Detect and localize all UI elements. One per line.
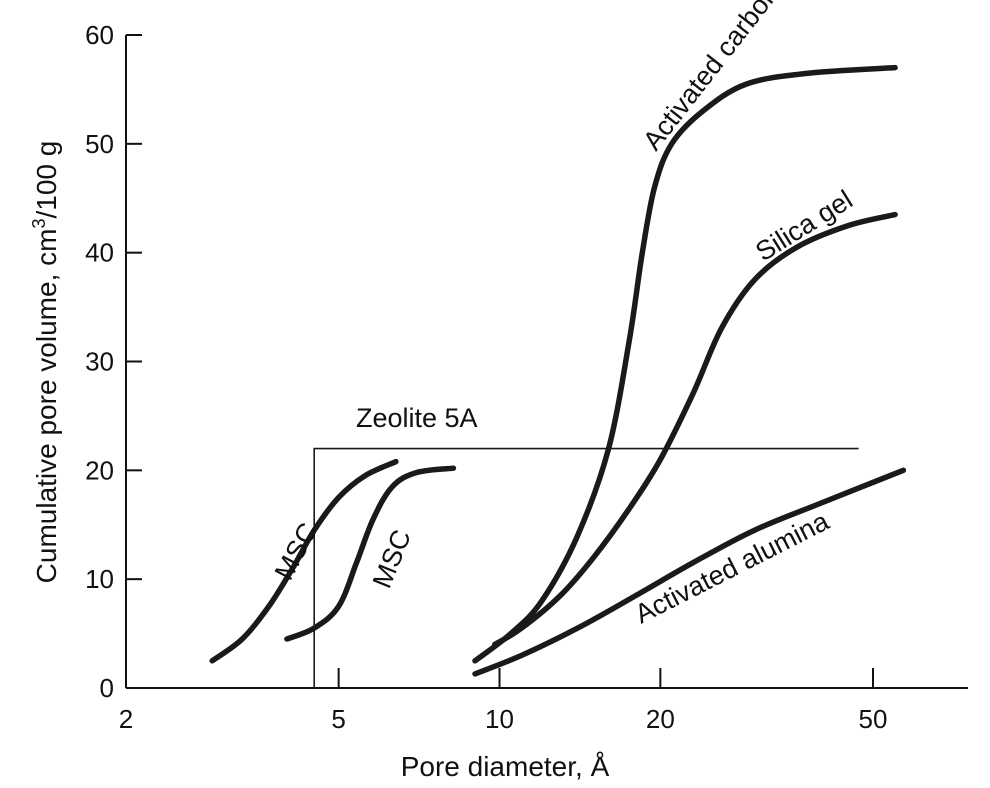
zeolite-5a-step-line xyxy=(313,447,859,688)
x-tick-label-50: 50 xyxy=(859,704,888,734)
annotations: Zeolite 5A MSC MSC Activated carbon Sili… xyxy=(269,0,858,629)
y-tick-label-30: 30 xyxy=(85,347,114,377)
activated-alumina-label: Activated alumina xyxy=(630,505,834,629)
silica-gel-curve xyxy=(492,211,898,648)
activated-carbon-curve xyxy=(472,64,898,664)
y-axis-title-main: Cumulative pore volume, cm xyxy=(31,229,62,584)
msc-label-1: MSC xyxy=(269,518,324,585)
y-tick-label-0: 0 xyxy=(100,673,114,703)
y-tick-label-40: 40 xyxy=(85,238,114,268)
msc-curve-2 xyxy=(284,465,457,642)
plot-area xyxy=(209,64,907,688)
y-tick-label-20: 20 xyxy=(85,455,114,485)
y-axis-title: Cumulative pore volume, cm3/100 g xyxy=(29,141,62,584)
msc-curve-1 xyxy=(209,458,399,664)
y-axis-title-unit: /100 g xyxy=(31,141,62,219)
y-axis-title-superscript: 3 xyxy=(29,219,49,229)
x-tick-label-20: 20 xyxy=(646,704,675,734)
y-tick-label-10: 10 xyxy=(85,564,114,594)
x-tick-label-5: 5 xyxy=(331,704,345,734)
x-tick-label-2: 2 xyxy=(119,704,133,734)
msc-label-2: MSC xyxy=(367,525,417,592)
activated-alumina-curve xyxy=(472,467,907,677)
y-tick-label-50: 50 xyxy=(85,129,114,159)
x-axis-title: Pore diameter, Å xyxy=(401,751,610,782)
y-tick-label-60: 60 xyxy=(85,20,114,50)
y-ticks: 0 10 20 30 40 50 60 xyxy=(85,20,142,703)
x-ticks: 2 5 10 20 50 xyxy=(119,668,888,734)
x-tick-label-10: 10 xyxy=(485,704,514,734)
zeolite-5a-label: Zeolite 5A xyxy=(356,403,478,433)
